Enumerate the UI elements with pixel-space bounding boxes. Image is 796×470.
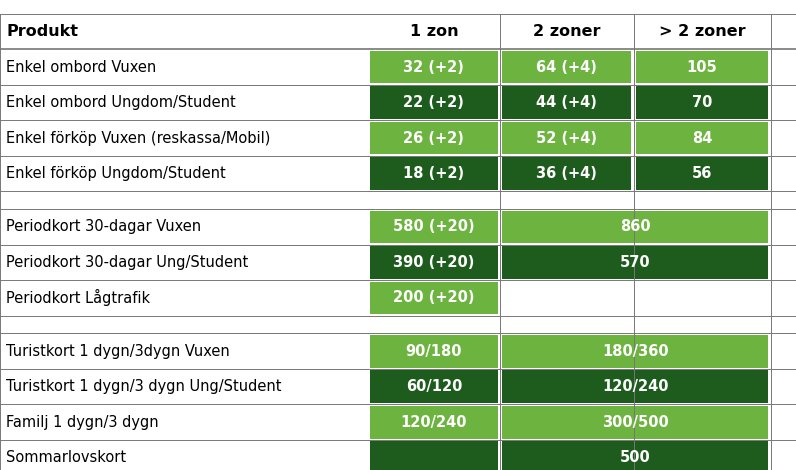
Bar	[636, 122, 768, 154]
Text: 180/360: 180/360	[602, 344, 669, 359]
Text: Periodkort 30-dagar Ung/Student: Periodkort 30-dagar Ung/Student	[6, 255, 248, 270]
Bar	[502, 406, 768, 439]
Bar	[370, 282, 498, 314]
Text: Enkel förköp Ungdom/Student: Enkel förköp Ungdom/Student	[6, 166, 226, 181]
Text: 120/240: 120/240	[400, 415, 467, 430]
Bar	[370, 246, 498, 279]
Text: 26 (+2): 26 (+2)	[404, 131, 464, 146]
Text: 22 (+2): 22 (+2)	[404, 95, 464, 110]
Text: Periodkort 30-dagar Vuxen: Periodkort 30-dagar Vuxen	[6, 219, 201, 235]
Text: 500: 500	[620, 450, 650, 465]
Text: 570: 570	[620, 255, 650, 270]
Bar	[370, 441, 498, 470]
Bar	[502, 211, 768, 243]
Bar	[370, 406, 498, 439]
Text: Enkel ombord Vuxen: Enkel ombord Vuxen	[6, 60, 157, 75]
Text: 1 zon: 1 zon	[409, 24, 458, 39]
Text: 90/180: 90/180	[406, 344, 462, 359]
Bar	[502, 441, 768, 470]
Text: Turistkort 1 dygn/3dygn Vuxen: Turistkort 1 dygn/3dygn Vuxen	[6, 344, 230, 359]
Text: 860: 860	[620, 219, 650, 235]
Text: 56: 56	[692, 166, 712, 181]
Bar	[370, 86, 498, 119]
Bar	[502, 157, 631, 190]
Text: 44 (+4): 44 (+4)	[537, 95, 597, 110]
Bar	[370, 157, 498, 190]
Text: Produkt: Produkt	[6, 24, 78, 39]
Text: 52 (+4): 52 (+4)	[537, 131, 597, 146]
Text: 64 (+4): 64 (+4)	[537, 60, 597, 75]
Text: 18 (+2): 18 (+2)	[404, 166, 464, 181]
Text: 300/500: 300/500	[602, 415, 669, 430]
Bar	[502, 51, 631, 84]
Bar	[370, 370, 498, 403]
Text: 580 (+20): 580 (+20)	[393, 219, 474, 235]
Text: 84: 84	[692, 131, 712, 146]
Bar	[370, 122, 498, 154]
Text: 36 (+4): 36 (+4)	[537, 166, 597, 181]
Bar	[370, 51, 498, 84]
Text: 390 (+20): 390 (+20)	[393, 255, 474, 270]
Text: Enkel förköp Vuxen (reskassa/Mobil): Enkel förköp Vuxen (reskassa/Mobil)	[6, 131, 271, 146]
Text: 2 zoner: 2 zoner	[533, 24, 600, 39]
Text: Periodkort Lågtrafik: Periodkort Lågtrafik	[6, 290, 150, 306]
Bar	[636, 157, 768, 190]
Text: 105: 105	[687, 60, 717, 75]
Bar	[502, 122, 631, 154]
Bar	[636, 51, 768, 84]
Bar	[636, 86, 768, 119]
Bar	[502, 335, 768, 368]
Text: 70: 70	[692, 95, 712, 110]
Text: 60/120: 60/120	[406, 379, 462, 394]
Text: 32 (+2): 32 (+2)	[404, 60, 464, 75]
Bar	[502, 246, 768, 279]
Text: Turistkort 1 dygn/3 dygn Ung/Student: Turistkort 1 dygn/3 dygn Ung/Student	[6, 379, 282, 394]
Text: 200 (+20): 200 (+20)	[393, 290, 474, 306]
Bar	[502, 370, 768, 403]
Text: 120/240: 120/240	[602, 379, 669, 394]
Text: > 2 zoner: > 2 zoner	[659, 24, 745, 39]
Text: Sommarlovskort: Sommarlovskort	[6, 450, 127, 465]
Text: Enkel ombord Ungdom/Student: Enkel ombord Ungdom/Student	[6, 95, 236, 110]
Bar	[370, 335, 498, 368]
Bar	[370, 211, 498, 243]
Text: Familj 1 dygn/3 dygn: Familj 1 dygn/3 dygn	[6, 415, 159, 430]
Bar	[502, 86, 631, 119]
